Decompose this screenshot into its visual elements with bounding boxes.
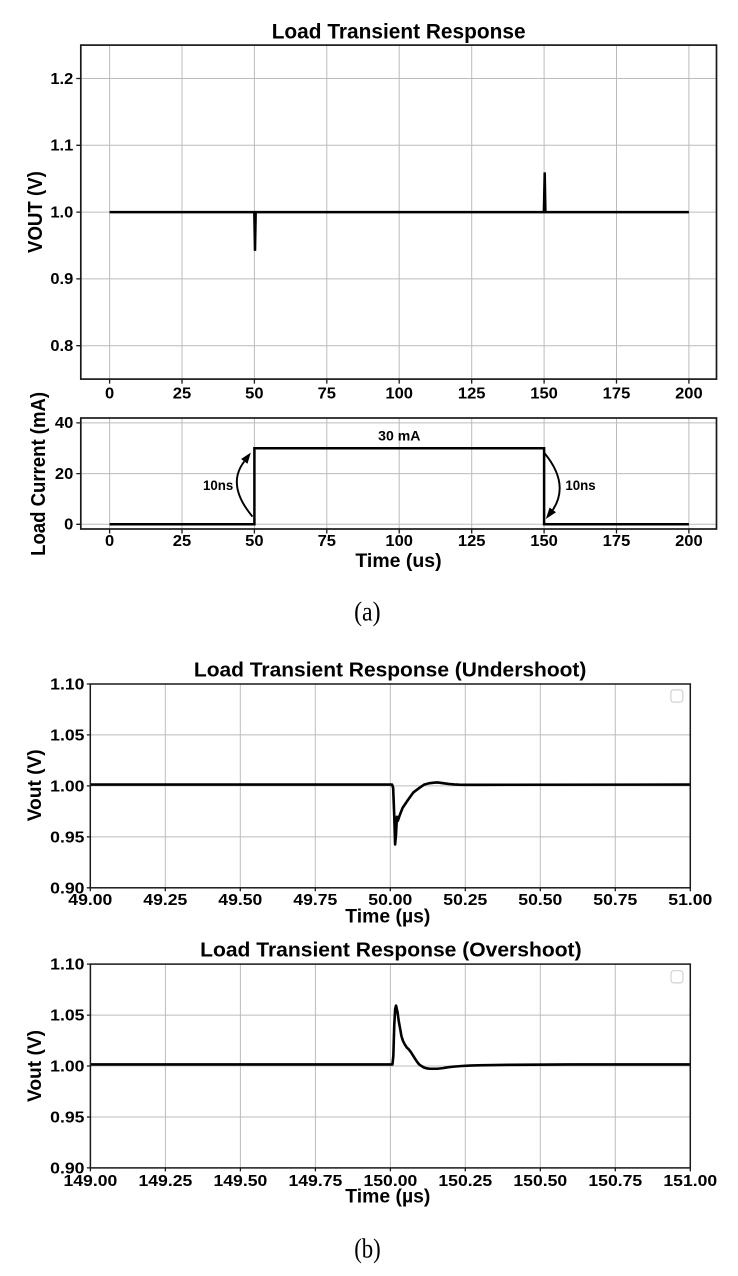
svg-text:149.50: 149.50 (214, 1173, 268, 1190)
svg-text:25: 25 (173, 385, 192, 402)
svg-text:150: 150 (530, 533, 558, 550)
svg-text:50.25: 50.25 (443, 892, 487, 909)
svg-text:150: 150 (530, 385, 558, 402)
svg-text:VOUT (V): VOUT (V) (25, 171, 47, 253)
svg-text:150.75: 150.75 (588, 1173, 642, 1190)
svg-text:0: 0 (105, 533, 114, 550)
svg-text:0.95: 0.95 (50, 830, 85, 847)
svg-text:1.2: 1.2 (50, 71, 73, 88)
svg-text:1.10: 1.10 (50, 677, 84, 694)
svg-text:100: 100 (385, 533, 413, 550)
svg-text:125: 125 (458, 533, 486, 550)
svg-text:50.75: 50.75 (593, 892, 637, 909)
svg-text:49.75: 49.75 (293, 892, 337, 909)
svg-text:Load Transient Response: Load Transient Response (272, 19, 526, 43)
svg-text:150.25: 150.25 (438, 1173, 492, 1190)
svg-text:149.00: 149.00 (64, 1173, 118, 1190)
svg-text:175: 175 (603, 385, 631, 402)
svg-text:149.75: 149.75 (289, 1173, 343, 1190)
svg-text:49.50: 49.50 (218, 892, 262, 909)
svg-text:150.00: 150.00 (364, 1173, 418, 1190)
svg-text:100: 100 (385, 385, 413, 402)
svg-text:1.00: 1.00 (50, 1059, 84, 1076)
svg-text:151.00: 151.00 (663, 1173, 717, 1190)
svg-text:0.95: 0.95 (50, 1110, 85, 1127)
svg-text:1.0: 1.0 (50, 204, 73, 221)
svg-text:Time (µs): Time (µs) (345, 906, 430, 928)
svg-text:25: 25 (173, 533, 192, 550)
svg-text:0: 0 (105, 385, 114, 402)
svg-text:50.00: 50.00 (368, 892, 412, 909)
svg-text:0: 0 (64, 517, 73, 534)
svg-text:0.90: 0.90 (50, 1161, 84, 1178)
svg-text:Load Current (mA): Load Current (mA) (28, 392, 50, 556)
svg-text:30 mA: 30 mA (378, 427, 420, 443)
svg-text:50: 50 (245, 533, 263, 550)
svg-text:75: 75 (318, 533, 337, 550)
svg-text:200: 200 (675, 533, 703, 550)
svg-text:0.90: 0.90 (50, 880, 84, 897)
svg-text:Load Transient Response (Under: Load Transient Response (Undershoot) (194, 660, 587, 682)
svg-text:75: 75 (318, 385, 337, 402)
svg-text:0.9: 0.9 (50, 271, 73, 288)
svg-text:1.00: 1.00 (50, 779, 84, 796)
svg-text:49.25: 49.25 (143, 892, 187, 909)
svg-text:(b): (b) (354, 1233, 381, 1263)
svg-text:150.50: 150.50 (513, 1173, 567, 1190)
svg-text:20: 20 (55, 466, 73, 483)
svg-text:50: 50 (245, 385, 263, 402)
svg-text:125: 125 (458, 385, 486, 402)
svg-text:200: 200 (675, 385, 703, 402)
svg-text:1.05: 1.05 (50, 728, 85, 745)
svg-text:0.8: 0.8 (50, 338, 73, 355)
svg-text:Load Transient Response (Overs: Load Transient Response (Overshoot) (200, 940, 581, 962)
svg-text:1.1: 1.1 (50, 138, 73, 155)
svg-text:175: 175 (603, 533, 631, 550)
svg-text:Time (µs): Time (µs) (345, 1186, 430, 1208)
svg-text:1.05: 1.05 (50, 1008, 85, 1025)
svg-text:1.10: 1.10 (50, 957, 84, 974)
svg-text:51.00: 51.00 (668, 892, 712, 909)
svg-text:49.00: 49.00 (68, 892, 112, 909)
svg-text:Vout (V): Vout (V) (25, 749, 46, 821)
svg-text:(a): (a) (354, 597, 381, 627)
svg-text:Time (us): Time (us) (355, 551, 441, 572)
svg-text:10ns: 10ns (203, 478, 233, 493)
svg-text:40: 40 (55, 415, 73, 432)
svg-text:Vout (V): Vout (V) (25, 1030, 46, 1102)
svg-text:10ns: 10ns (565, 478, 595, 493)
svg-text:50.50: 50.50 (518, 892, 562, 909)
svg-text:149.25: 149.25 (139, 1173, 193, 1190)
